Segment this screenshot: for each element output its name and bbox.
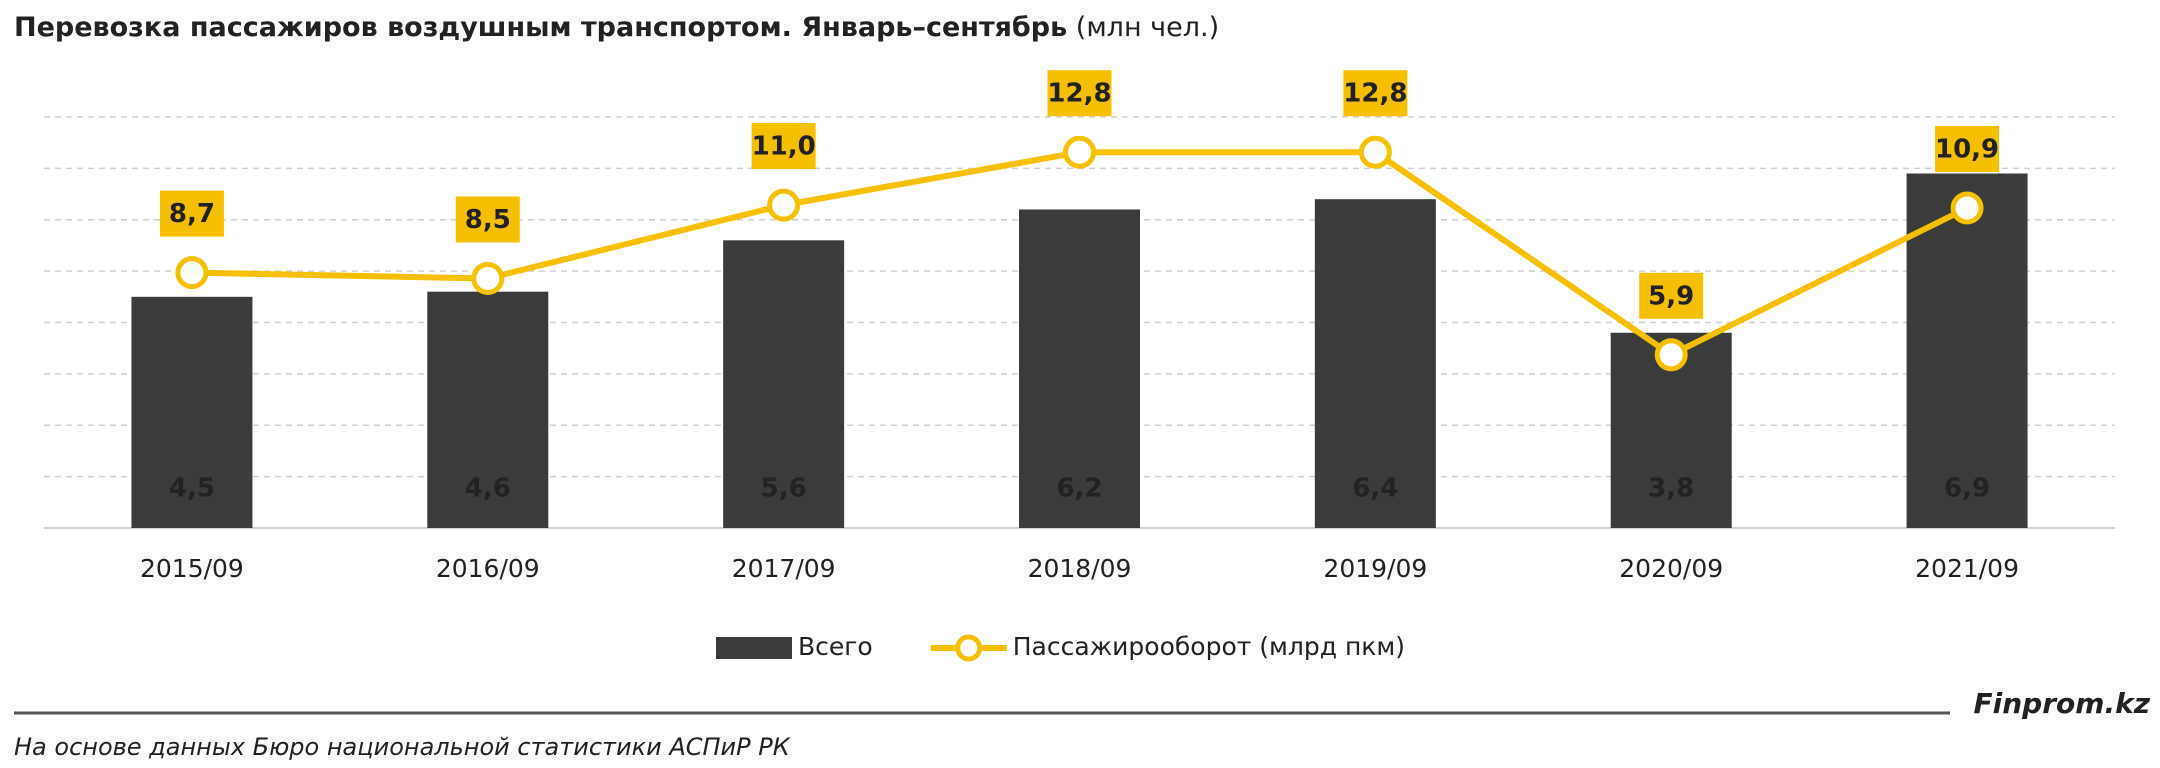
line-point bbox=[1654, 338, 1688, 372]
x-tick-label: 2015/09 bbox=[140, 554, 244, 583]
bar bbox=[1906, 173, 2028, 528]
bar bbox=[1314, 199, 1436, 528]
bar-value-label: 6,2 bbox=[1056, 474, 1102, 504]
bar-value-label: 5,6 bbox=[761, 474, 807, 504]
legend-swatch bbox=[716, 637, 792, 659]
label-box bbox=[751, 123, 816, 170]
line-point bbox=[1358, 135, 1392, 169]
line-value-label: 8,7 bbox=[159, 190, 224, 237]
line-value-label: 11,0 bbox=[751, 123, 816, 170]
label-box bbox=[1047, 70, 1112, 117]
line-value-label: 8,5 bbox=[455, 196, 520, 243]
label-box bbox=[1343, 70, 1408, 117]
x-tick-label: 2016/09 bbox=[436, 554, 540, 583]
line-value-text: 12,8 bbox=[1343, 79, 1407, 109]
legend-label: Пассажирооборот (млрд пкм) bbox=[1013, 632, 1405, 661]
bar bbox=[1019, 209, 1140, 528]
label-box bbox=[1639, 272, 1704, 319]
brand: Finprom.kz bbox=[1974, 687, 2151, 720]
x-tick-label: 2021/09 bbox=[1915, 554, 2019, 583]
line-value-text: 8,5 bbox=[465, 205, 511, 235]
line-value-label: 12,8 bbox=[1343, 70, 1408, 117]
source-note: На основе данных Бюро национальной стати… bbox=[14, 733, 791, 761]
bar-value-label: 6,9 bbox=[1944, 474, 1990, 504]
line-value-text: 12,8 bbox=[1047, 79, 1111, 109]
line-value-text: 10,9 bbox=[1935, 135, 1999, 165]
line-point bbox=[1950, 191, 1984, 225]
bar bbox=[131, 296, 253, 528]
line-point bbox=[471, 261, 505, 295]
bar-value-label: 3,8 bbox=[1648, 474, 1694, 504]
x-tick-label: 2019/09 bbox=[1323, 554, 1427, 583]
line-value-label: 5,9 bbox=[1639, 272, 1704, 319]
bar-value-label: 4,5 bbox=[169, 474, 215, 504]
bar-value-label: 6,4 bbox=[1352, 474, 1398, 504]
x-tick-label: 2020/09 bbox=[1619, 554, 1723, 583]
bar-value-label: 4,6 bbox=[465, 474, 511, 504]
line-value-text: 8,7 bbox=[169, 199, 215, 229]
label-box bbox=[159, 190, 224, 237]
label-box bbox=[455, 196, 520, 243]
legend-swatch-point bbox=[955, 634, 983, 662]
line-value-text: 11,0 bbox=[752, 132, 816, 162]
line-point bbox=[767, 188, 801, 222]
title-unit: (млн чел.) bbox=[1076, 12, 1219, 43]
bar bbox=[723, 240, 845, 529]
bar bbox=[427, 291, 549, 528]
x-tick-label: 2017/09 bbox=[732, 554, 836, 583]
line-value-label: 12,8 bbox=[1047, 70, 1112, 117]
line-value-label: 10,9 bbox=[1935, 126, 2000, 173]
legend-label: Всего bbox=[798, 632, 873, 661]
chart-title: Перевозка пассажиров воздушным транспорт… bbox=[14, 12, 1219, 43]
title-main: Перевозка пассажиров воздушным транспорт… bbox=[14, 12, 1067, 43]
line-point bbox=[175, 256, 209, 290]
line-point bbox=[1063, 135, 1096, 169]
line-value-text: 5,9 bbox=[1648, 281, 1694, 311]
label-box bbox=[1935, 126, 2000, 173]
x-tick-label: 2018/09 bbox=[1028, 554, 1132, 583]
